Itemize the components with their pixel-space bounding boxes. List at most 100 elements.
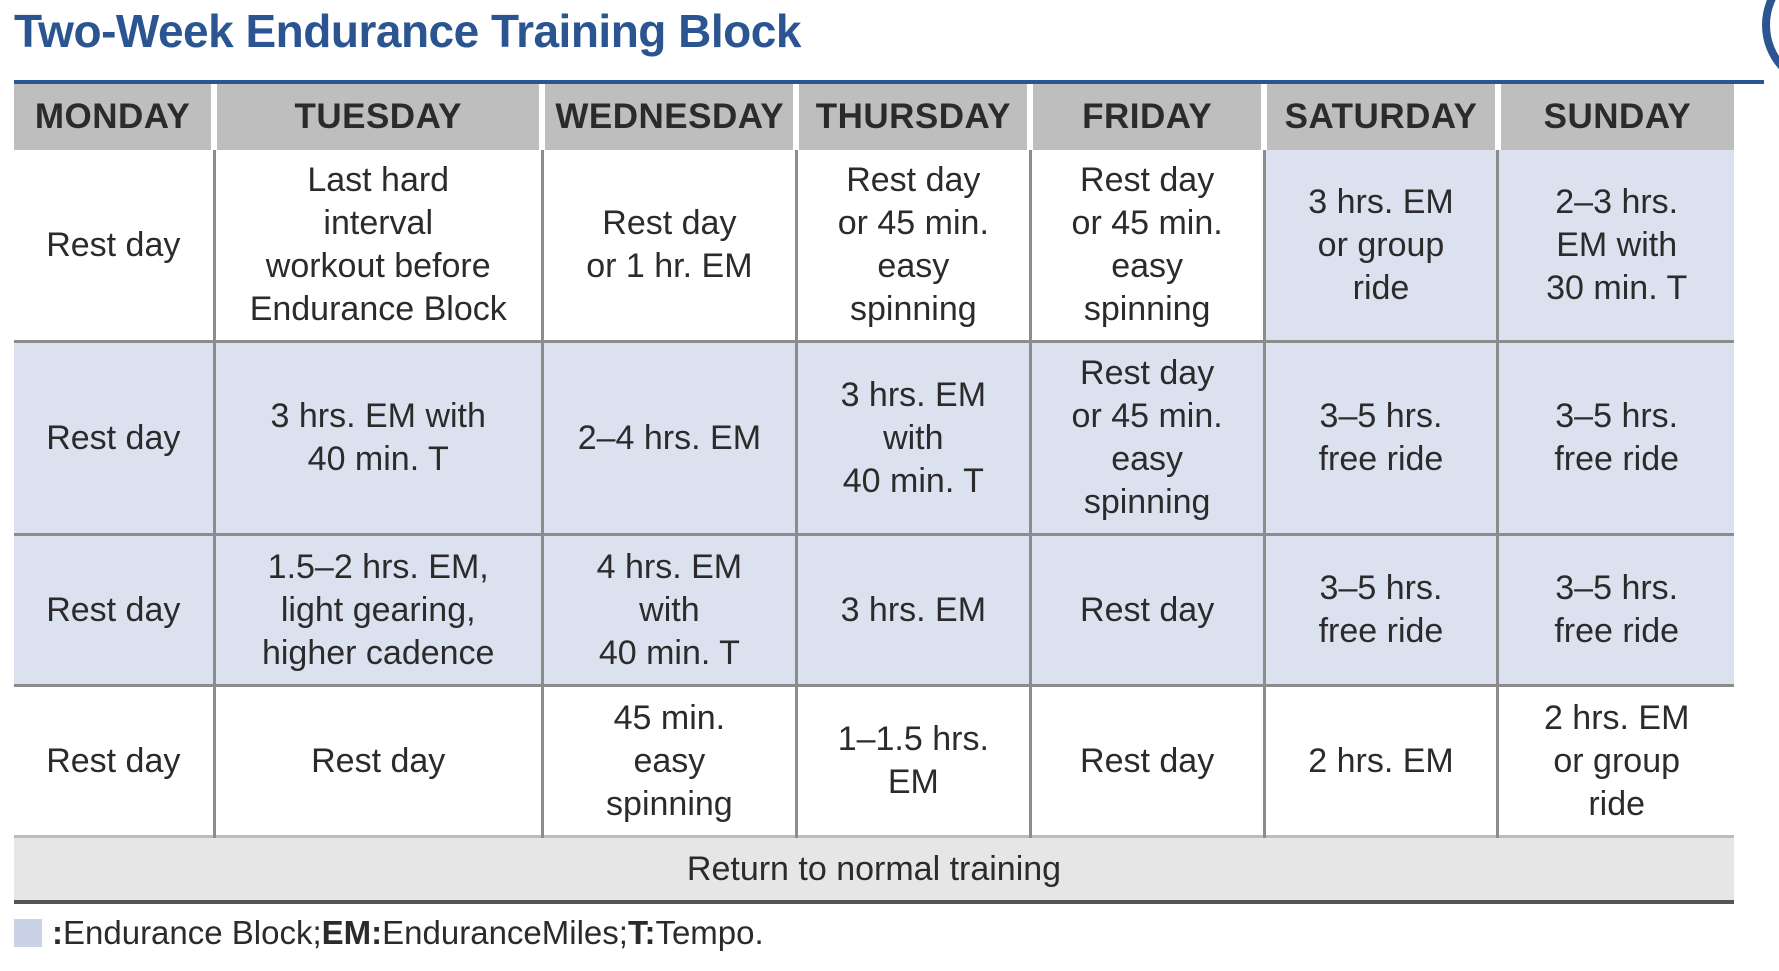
table-cell-wednesday: 2–4 hrs. EM (540, 340, 797, 535)
table-cell-sunday: 3–5 hrs. free ride (1496, 533, 1734, 686)
legend-t-text: Tempo. (655, 914, 764, 951)
cell-line: Rest day (846, 161, 981, 199)
cell-line: Rest day (1080, 161, 1215, 199)
cell-line: spinning (1083, 483, 1211, 521)
table-cell-tuesday: 1.5–2 hrs. EM, light gearing, higher caden… (212, 533, 543, 686)
cell-line: free ride (1318, 440, 1444, 478)
cell-line: free ride (1554, 440, 1680, 478)
cell-line: interval (323, 204, 434, 242)
cell-line: 40 min. T (598, 633, 740, 672)
training-schedule-table: MONDAY TUESDAY WEDNESDAY THURSDAY FRIDAY SATU… (14, 84, 1734, 904)
cell-line: ride (1588, 784, 1646, 823)
table-footer-row: Return to normal training (14, 835, 1734, 904)
table-cell-tuesday: 3 hrs. EM with 40 min. T (212, 340, 543, 535)
table-cell-sunday: 3–5 hrs. free ride (1496, 340, 1734, 535)
cell-line: 45 min. (613, 698, 726, 737)
table-cell-friday: Rest day (1028, 684, 1265, 837)
cell-line: Rest day (46, 590, 181, 629)
cell-line: 3–5 hrs. (1555, 569, 1679, 607)
table-cell-wednesday: Rest day or 1 hr. EM (540, 150, 797, 342)
table-cell-wednesday: 45 min. easy spinning (540, 684, 797, 837)
table-row: Rest day 1.5–2 hrs. EM, light gearing, high… (14, 533, 1734, 686)
cell-line: 2 hrs. EM (1543, 698, 1690, 737)
table-cell-wednesday: 4 hrs. EM with 40 min. T (540, 533, 797, 686)
legend: : Endurance Block ; EM: EnduranceMiles; … (14, 914, 764, 952)
header-friday: FRIDAY (1027, 84, 1265, 150)
cell-line: 4 hrs. EM (596, 547, 743, 586)
legend-swatch-separator: : (52, 914, 63, 951)
cell-line: with (639, 590, 700, 629)
cell-line: Rest day (46, 225, 181, 264)
header-wednesday: WEDNESDAY (539, 84, 797, 150)
cell-line: 30 min. T (1546, 268, 1688, 307)
cell-line: free ride (1318, 612, 1444, 650)
table-body: Rest day Last hard interval workout before E… (14, 150, 1734, 837)
table-cell-thursday: 3 hrs. EM with 40 min. T (794, 340, 1031, 535)
cell-line: 2–4 hrs. EM (577, 418, 762, 457)
table-cell-monday: Rest day (14, 533, 215, 686)
cell-line: EM with (1556, 225, 1678, 264)
cell-line: 3–5 hrs. (1319, 569, 1443, 607)
cell-line: 3 hrs. EM (840, 375, 987, 414)
table-header-row: MONDAY TUESDAY WEDNESDAY THURSDAY FRIDAY SATU… (14, 84, 1734, 150)
table-cell-friday: Rest day (1028, 533, 1265, 686)
table-row: Rest day 3 hrs. EM with 40 min. T 2–4 hrs. … (14, 340, 1734, 535)
cell-line: 3 hrs. EM (1308, 182, 1454, 221)
table-cell-friday: Rest day or 45 min. easy spinning (1028, 150, 1265, 342)
cell-line: easy (633, 741, 706, 780)
table-cell-thursday: Rest day or 45 min. easy spinning (794, 150, 1031, 342)
cell-line: Rest day (311, 741, 446, 780)
cell-line: free ride (1554, 612, 1680, 650)
table-cell-sunday: 2 hrs. EM or group ride (1496, 684, 1734, 837)
title-rule (14, 80, 1764, 84)
table-cell-friday: Rest day or 45 min. easy spinning (1028, 340, 1265, 535)
cell-line: spinning (849, 290, 977, 328)
cell-line: 3–5 hrs. (1319, 397, 1443, 435)
cell-line: or 45 min. (1071, 204, 1223, 242)
cell-line: 3 hrs. EM with (270, 397, 486, 435)
cell-line: Rest day (1080, 354, 1215, 392)
cell-line: Rest day (46, 741, 181, 780)
table-cell-monday: Rest day (14, 340, 215, 535)
legend-separator: ; (312, 914, 322, 951)
table-cell-saturday: 2 hrs. EM (1262, 684, 1498, 837)
cell-line: Rest day (1080, 590, 1215, 629)
table-cell-thursday: 3 hrs. EM (794, 533, 1031, 686)
cell-line: 2 hrs. EM (1308, 741, 1454, 780)
cell-line: or 45 min. (1071, 397, 1223, 435)
cell-line: Rest day (1080, 741, 1215, 780)
table-cell-saturday: 3–5 hrs. free ride (1262, 533, 1498, 686)
cell-line: Endurance Block (249, 290, 507, 328)
cell-line: easy (1111, 440, 1184, 478)
cell-line: light gearing, (280, 590, 476, 629)
legend-em-key: EM: (321, 914, 383, 951)
cell-line: or group (1317, 225, 1445, 264)
cell-line: Rest day (46, 418, 181, 457)
cell-line: or 45 min. (837, 204, 989, 242)
cell-line: higher cadence (261, 633, 495, 672)
cell-line: 3–5 hrs. (1555, 397, 1679, 435)
cell-line: 1.5–2 hrs. EM, (267, 547, 489, 586)
header-saturday: SATURDAY (1261, 84, 1498, 150)
cell-line: 40 min. T (842, 461, 984, 500)
legend-t-key: T: (627, 914, 656, 951)
cell-line: 3 hrs. EM (840, 590, 987, 629)
header-sunday: SUNDAY (1494, 84, 1734, 150)
cell-line: 2–3 hrs. (1555, 182, 1679, 221)
table-cell-monday: Rest day (14, 150, 215, 342)
table-row: Rest day Last hard interval workout before E… (14, 150, 1734, 342)
cell-line: easy (877, 247, 950, 285)
cell-line: or group (1553, 741, 1681, 780)
legend-em-text: EnduranceMiles; (382, 914, 628, 951)
cell-line: Rest day (602, 204, 737, 242)
endurance-block-swatch (14, 919, 42, 947)
table-cell-sunday: 2–3 hrs. EM with 30 min. T (1496, 150, 1734, 342)
cell-line: Last hard (307, 161, 450, 199)
table-cell-saturday: 3–5 hrs. free ride (1262, 340, 1498, 535)
return-to-normal-training: Return to normal training (14, 835, 1734, 904)
page-title: Two-Week Endurance Training Block (14, 5, 801, 57)
cell-line: spinning (1083, 290, 1211, 328)
table-cell-saturday: 3 hrs. EM or group ride (1262, 150, 1498, 342)
corner-ring-decoration (1762, 0, 1779, 70)
header-thursday: THURSDAY (793, 84, 1031, 150)
